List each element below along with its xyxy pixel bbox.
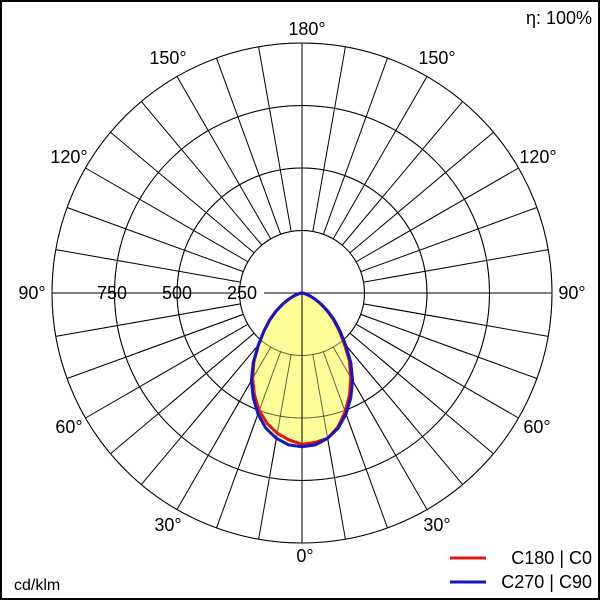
radial-tick-label-750: 750 — [97, 283, 127, 303]
legend-label-c180: C180 | C0 — [511, 548, 592, 568]
grid-spoke — [216, 57, 282, 235]
grid-spoke-overlay — [150, 323, 249, 381]
grid-spoke-overlay — [189, 340, 263, 428]
grid-spoke-overlay — [137, 313, 244, 354]
grid-spoke — [322, 57, 388, 235]
angle-label-right-4: 30° — [423, 515, 450, 535]
grid-spoke-overlay — [363, 303, 475, 324]
grid-spoke-overlay — [241, 351, 282, 458]
grid-spoke-overlay — [360, 313, 467, 354]
grid-spoke-overlay — [332, 346, 390, 445]
grid-spoke — [85, 167, 249, 263]
grid-spoke — [363, 249, 549, 283]
angle-label-right-2: 90° — [558, 283, 585, 303]
grid-spoke — [349, 131, 494, 254]
grid-spoke-overlay — [312, 354, 333, 466]
labels: 180° 0° 150° 120° 90° 60° 30° 150° 120° 90° 60° 30°… — [18, 19, 585, 566]
angle-label-right-3: 60° — [523, 417, 550, 437]
angle-label-180: 180° — [288, 19, 325, 39]
grid-spoke — [258, 46, 292, 232]
curves — [249, 291, 355, 449]
grid-overlay — [51, 42, 553, 544]
grid-spoke-overlay — [349, 332, 437, 406]
grid-spoke — [55, 249, 241, 283]
curve-c270-c90 — [249, 291, 355, 449]
grid-spoke — [66, 207, 244, 273]
grid-spoke — [140, 101, 263, 246]
legend-label-c270: C270 | C90 — [501, 572, 592, 592]
angle-label-left-2: 90° — [18, 283, 45, 303]
grid-spoke-overlay — [341, 340, 415, 428]
radial-tick-label-500: 500 — [162, 283, 192, 303]
grid-spoke-overlay — [167, 332, 255, 406]
grid-spoke — [110, 131, 255, 254]
angle-label-left-3: 60° — [55, 417, 82, 437]
grid-spoke — [176, 76, 272, 240]
angle-label-left-0: 150° — [149, 48, 186, 68]
angle-label-left-4: 30° — [154, 515, 181, 535]
grid-spoke — [360, 207, 538, 273]
grid-spoke — [312, 46, 346, 232]
angle-label-left-1: 120° — [50, 147, 87, 167]
grid-spoke-overlay — [271, 354, 292, 466]
grid-spoke-overlay — [129, 303, 241, 324]
radial-tick-label-250: 250 — [227, 283, 257, 303]
unit-label: cd/klm — [14, 577, 60, 594]
angle-label-right-0: 150° — [418, 48, 455, 68]
grid-spoke-overlay — [214, 346, 272, 445]
grid-spoke — [355, 167, 519, 263]
grid-spoke-overlay — [355, 323, 454, 381]
legend: C180 | C0 C270 | C90 — [450, 548, 592, 592]
grid-spoke — [332, 76, 428, 240]
grid-spoke-overlay — [322, 351, 363, 458]
angle-label-0: 0° — [296, 546, 313, 566]
grid-spoke — [341, 101, 464, 246]
efficiency-label: η: 100% — [526, 8, 592, 28]
angle-label-right-1: 120° — [519, 147, 556, 167]
